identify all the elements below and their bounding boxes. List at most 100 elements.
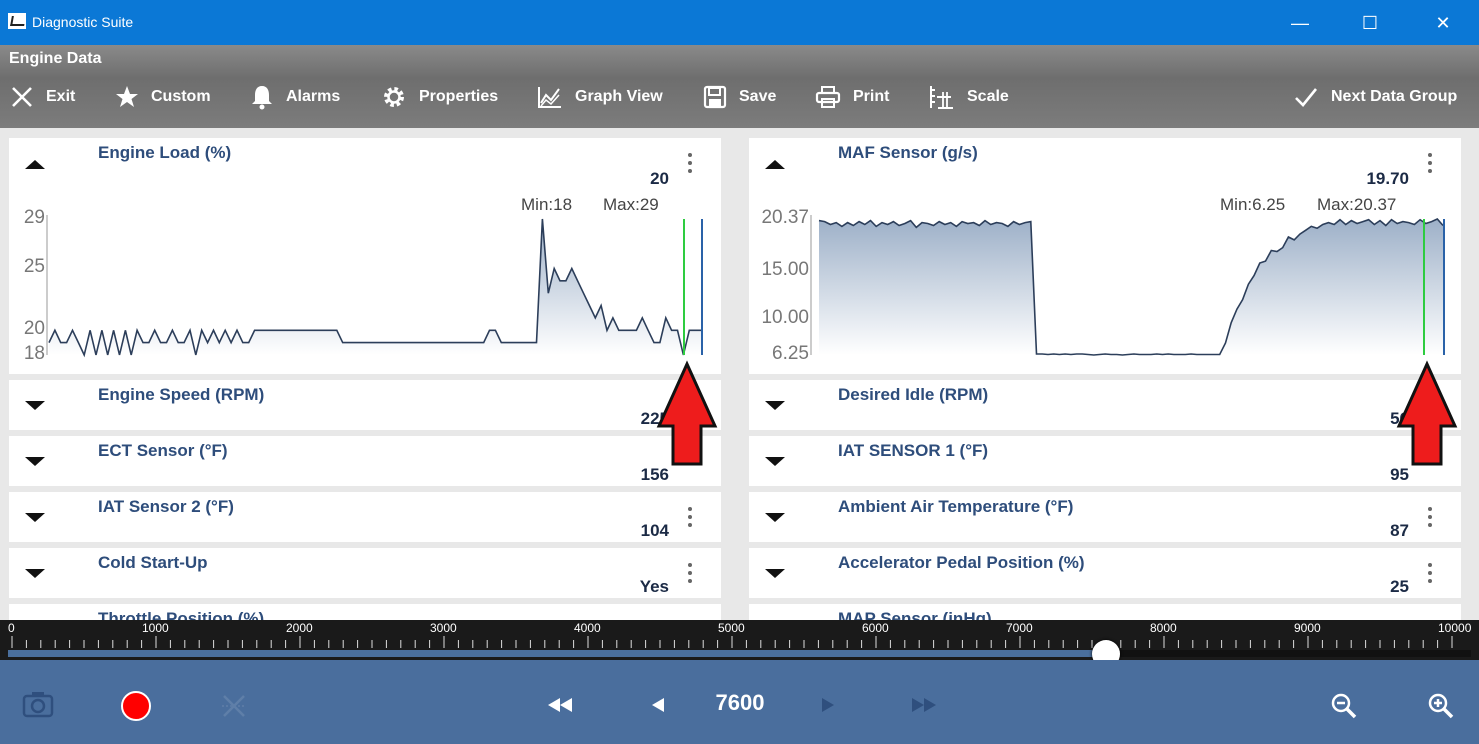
timeline-label: 7000 (1006, 621, 1033, 635)
graph-view-label: Graph View (575, 88, 663, 105)
pid-row[interactable]: Cold Start-Up Yes (9, 548, 721, 598)
scale-label: Scale (967, 88, 1009, 105)
window-title: Diagnostic Suite (32, 14, 134, 30)
expand-icon[interactable] (765, 401, 785, 410)
series-area (49, 219, 701, 355)
pid-row[interactable]: MAP Sensor (inHg) (749, 604, 1461, 620)
record-button[interactable] (120, 690, 152, 722)
camera-icon[interactable] (22, 690, 54, 718)
pid-row[interactable]: ECT Sensor (°F) 156 (9, 436, 721, 486)
pid-label: Desired Idle (RPM) (838, 385, 989, 404)
pid-value: 20 (650, 169, 669, 188)
timeline-slider[interactable]: 0 1000 2000 3000 4000 5000 6000 7000 8000 9000 100… (0, 620, 1479, 668)
expand-icon[interactable] (25, 401, 45, 410)
pid-value: Yes (639, 577, 669, 596)
graph-view-button[interactable]: Graph View (537, 79, 663, 115)
engine-load-graph (46, 215, 703, 358)
pid-row[interactable]: Throttle Position (%) (9, 604, 721, 620)
close-icon (12, 87, 32, 107)
timeline-label: 2000 (286, 621, 313, 635)
gear-icon (384, 87, 404, 107)
window-titlebar: Diagnostic Suite — ☐ ✕ (0, 0, 1479, 45)
section-title: Engine Data (9, 50, 102, 67)
series-line (48, 218, 701, 358)
pid-row[interactable]: Ambient Air Temperature (°F) 87 (749, 492, 1461, 542)
next-data-group-button[interactable]: Next Data Group (1293, 79, 1457, 115)
more-options-icon[interactable] (688, 507, 692, 531)
annotation-arrow-icon (656, 360, 718, 466)
pid-label: Ambient Air Temperature (°F) (838, 497, 1074, 516)
save-button[interactable]: Save (703, 79, 776, 115)
more-options-icon[interactable] (1428, 563, 1432, 587)
pid-row[interactable]: Accelerator Pedal Position (%) 25 (749, 548, 1461, 598)
more-options-icon[interactable] (1428, 507, 1432, 531)
y-tick-label: 20.37 (761, 207, 809, 228)
timeline-progress (8, 650, 1107, 657)
series-area (819, 219, 1443, 355)
expand-icon[interactable] (25, 513, 45, 522)
pid-row[interactable]: IAT Sensor 2 (°F) 104 (9, 492, 721, 542)
properties-button[interactable]: Properties (381, 79, 498, 115)
more-options-icon[interactable] (1428, 153, 1432, 177)
pid-card-engine-load[interactable]: Engine Load (%) 20 Min:18 Max:29 29 25 20 1… (9, 138, 721, 374)
pid-row[interactable]: IAT SENSOR 1 (°F) 95 (749, 436, 1461, 486)
app-icon (8, 13, 26, 29)
zoom-out-icon[interactable] (1330, 692, 1358, 720)
data-list-area: Engine Load (%) 20 Min:18 Max:29 29 25 20 1… (0, 128, 1479, 620)
pid-card-maf-sensor[interactable]: MAF Sensor (g/s) 19.70 Min:6.25 Max:20.3… (749, 138, 1461, 374)
step-forward-button[interactable] (820, 696, 836, 714)
playback-bar: 7600 (0, 660, 1479, 744)
maximize-button[interactable]: ☐ (1361, 13, 1379, 33)
y-tick-label: 29 (23, 207, 45, 228)
properties-label: Properties (419, 88, 499, 105)
pid-label: Cold Start-Up (98, 553, 208, 572)
series-line (818, 218, 1444, 356)
checkmark-icon (1295, 88, 1318, 107)
line-graph-icon (538, 87, 561, 108)
floppy-disk-icon (703, 85, 727, 109)
pid-label: Accelerator Pedal Position (%) (838, 553, 1085, 572)
scale-icon (930, 86, 953, 109)
fast-rewind-button[interactable] (546, 696, 574, 714)
step-back-button[interactable] (650, 696, 666, 714)
zoom-in-icon[interactable] (1427, 692, 1455, 720)
pid-label: Engine Speed (RPM) (98, 385, 265, 404)
timeline-label: 3000 (430, 621, 457, 635)
timeline-label: 8000 (1150, 621, 1177, 635)
save-label: Save (739, 88, 777, 105)
more-options-icon[interactable] (688, 153, 692, 177)
print-button[interactable]: Print (815, 79, 889, 115)
pid-label: MAF Sensor (g/s) (838, 143, 978, 162)
exit-button[interactable]: Exit (10, 79, 75, 115)
fast-forward-button[interactable] (910, 696, 940, 714)
y-tick-label: 6.25 (772, 343, 809, 364)
delete-icon[interactable] (220, 692, 248, 720)
maf-sensor-graph (810, 215, 1445, 356)
y-tick-label: 18 (23, 343, 45, 364)
expand-icon[interactable] (765, 513, 785, 522)
timeline-label: 9000 (1294, 621, 1321, 635)
pid-value: 87 (1390, 521, 1409, 540)
custom-button[interactable]: Custom (115, 79, 211, 115)
pid-row[interactable]: Desired Idle (RPM) 56 (749, 380, 1461, 430)
pid-row[interactable]: Engine Speed (RPM) 225 (9, 380, 721, 430)
close-button[interactable]: ✕ (1435, 13, 1451, 33)
more-options-icon[interactable] (688, 563, 692, 587)
collapse-icon[interactable] (25, 160, 45, 169)
expand-icon[interactable] (25, 457, 45, 466)
timeline-label: 10000 (1438, 621, 1472, 635)
y-tick-label: 20 (23, 318, 45, 340)
printer-icon (815, 86, 841, 108)
minimize-button[interactable]: — (1291, 13, 1309, 33)
expand-icon[interactable] (25, 569, 45, 578)
alarms-label: Alarms (286, 88, 341, 105)
alarms-button[interactable]: Alarms (250, 79, 340, 115)
collapse-icon[interactable] (765, 160, 785, 169)
timeline-ticks (11, 636, 1453, 648)
expand-icon[interactable] (765, 457, 785, 466)
print-label: Print (853, 88, 890, 105)
playback-position: 7600 (715, 690, 765, 715)
scale-button[interactable]: Scale (927, 79, 1009, 115)
expand-icon[interactable] (765, 569, 785, 578)
pid-label: IAT SENSOR 1 (°F) (838, 441, 989, 460)
